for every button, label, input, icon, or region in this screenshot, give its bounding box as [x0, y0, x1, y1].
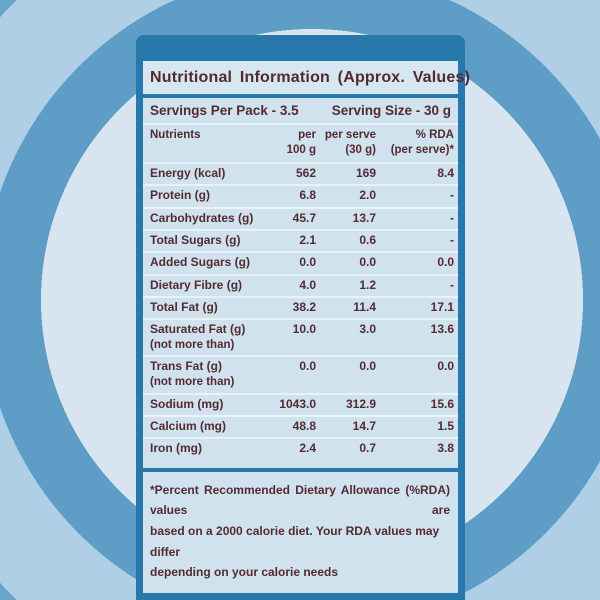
footnote-line: *Percent Recommended Dietary Allowance (… [150, 482, 450, 518]
value-per-serve: 11.4 [353, 300, 376, 315]
table-column-header: Nutrients per 100 g per serve (30 g) % R… [143, 123, 458, 162]
value-per-serve: 0.7 [359, 441, 376, 456]
panel-content: Nutritional Information (Approx. Values)… [143, 61, 470, 593]
nutrient-label-cell: Trans Fat (g) (not more than) [150, 359, 254, 389]
nutrient-label: Dietary Fibre (g) [150, 277, 243, 292]
rda-footnote: *Percent Recommended Dietary Allowance (… [143, 472, 458, 593]
value-per-100g: 38.2 [292, 300, 316, 315]
table-row: Total Fat (g) 38.2 11.4 17.1 [143, 296, 458, 318]
serving-size: Serving Size - 30 g [331, 103, 451, 118]
footnote-line: based on a 2000 calorie diet. Your RDA v… [150, 523, 440, 559]
nutrient-label-cell: Total Fat (g) [150, 300, 254, 315]
column-per-serve: per serve (30 g) [324, 129, 376, 156]
nutrient-label: Carbohydrates (g) [150, 210, 254, 225]
value-per-serve: 2.0 [359, 188, 376, 203]
table-row: Protein (g) 6.8 2.0 - [143, 184, 458, 206]
nutrient-label-cell: Sodium (mg) [150, 397, 254, 412]
table-row: Iron (mg) 2.4 0.7 3.8 [143, 437, 458, 459]
value-per-100g: 48.8 [292, 418, 316, 433]
column-rda: % RDA (per serve)* [390, 129, 454, 156]
nutrient-label-cell: Dietary Fibre (g) [150, 278, 254, 293]
nutrient-label: Sodium (mg) [150, 396, 224, 411]
table-row: Energy (kcal) 562 169 8.4 [143, 161, 458, 184]
nutrient-label: Saturated Fat (g) [150, 322, 246, 337]
nutrients-table: Nutrients per 100 g per serve (30 g) % R… [143, 123, 458, 460]
nutrient-label-cell: Carbohydrates (g) [150, 211, 254, 226]
table-row: Calcium (mg) 48.8 14.7 1.5 [143, 414, 458, 437]
nutrient-label: Energy (kcal) [150, 165, 226, 180]
nutrient-label: Iron (mg) [150, 441, 202, 456]
value-per-100g: 4.0 [299, 277, 316, 292]
value-per-serve: 312.9 [345, 396, 376, 411]
value-rda-percent: 8.4 [437, 165, 454, 180]
nutrient-label-cell: Energy (kcal) [150, 166, 254, 181]
value-rda-percent: 1.5 [437, 418, 454, 433]
value-rda-percent: - [450, 232, 454, 247]
value-rda-percent: 15.6 [430, 396, 454, 411]
column-per-100g: per 100 g [286, 129, 316, 156]
value-per-100g: 10.0 [292, 322, 316, 337]
value-rda-percent: 3.8 [437, 441, 454, 456]
value-per-100g: 6.8 [299, 188, 316, 203]
nutrient-label: Calcium (mg) [150, 418, 227, 433]
nutrient-label: Total Fat (g) [150, 300, 218, 315]
servings-per-pack: Servings Per Pack - 3.5 [150, 103, 299, 118]
table-row: Dietary Fibre (g) 4.0 1.2 - [143, 273, 458, 296]
nutrient-label-cell: Iron (mg) [150, 441, 254, 456]
table-row: Carbohydrates (g) 45.7 13.7 - [143, 206, 458, 229]
value-rda-percent: - [450, 188, 454, 203]
value-per-serve: 0.6 [359, 232, 376, 247]
footnote-divider [143, 467, 458, 472]
table-row: Total Sugars (g) 2.1 0.6 - [143, 228, 458, 251]
value-per-serve: 0.0 [359, 255, 376, 270]
nutrient-sublabel: (not more than) [150, 338, 235, 351]
title-divider [143, 94, 458, 98]
value-per-100g: 0.0 [299, 255, 316, 270]
column-nutrients: Nutrients [150, 129, 201, 141]
table-row: Sodium (mg) 1043.0 312.9 15.6 [143, 392, 458, 415]
value-rda-percent: - [450, 210, 454, 225]
nutrient-label-cell: Added Sugars (g) [150, 255, 254, 270]
footnote-gap [143, 460, 458, 468]
nutrition-facts-panel: Nutritional Information (Approx. Values)… [136, 35, 470, 600]
value-per-100g: 1043.0 [279, 396, 316, 411]
table-row: Saturated Fat (g) (not more than) 10.0 3… [143, 318, 458, 355]
value-per-serve: 13.7 [352, 210, 376, 225]
value-rda-percent: - [450, 277, 454, 292]
value-rda-percent: 17.1 [430, 300, 454, 315]
nutrient-label-cell: Total Sugars (g) [150, 233, 254, 248]
value-rda-percent: 0.0 [437, 359, 454, 374]
table-row: Added Sugars (g) 0.0 0.0 0.0 [143, 251, 458, 273]
footnote-line: depending on your calorie needs [150, 565, 339, 580]
table-row: Trans Fat (g) (not more than) 0.0 0.0 0.… [143, 355, 458, 392]
nutrient-label: Added Sugars (g) [150, 255, 251, 270]
value-per-100g: 2.4 [299, 441, 316, 456]
value-per-serve: 0.0 [359, 359, 376, 374]
value-per-serve: 3.0 [359, 322, 376, 337]
value-per-100g: 0.0 [299, 359, 316, 374]
value-per-serve: 1.2 [359, 277, 376, 292]
value-per-serve: 14.7 [352, 418, 376, 433]
value-rda-percent: 0.0 [437, 255, 454, 270]
nutrient-label: Protein (g) [150, 188, 210, 203]
value-per-100g: 45.7 [292, 210, 316, 225]
nutrient-label-cell: Calcium (mg) [150, 419, 254, 434]
value-per-serve: 169 [355, 165, 376, 180]
nutrient-label: Trans Fat (g) [150, 359, 223, 374]
nutrient-sublabel: (not more than) [150, 375, 235, 388]
servings-row: Servings Per Pack - 3.5 Serving Size - 3… [143, 98, 458, 123]
value-per-100g: 562 [295, 165, 316, 180]
panel-title: Nutritional Information (Approx. Values) [143, 61, 470, 94]
nutrient-label-cell: Saturated Fat (g) (not more than) [150, 322, 254, 352]
nutrient-label: Total Sugars (g) [150, 232, 241, 247]
nutrient-label-cell: Protein (g) [150, 188, 254, 203]
value-rda-percent: 13.6 [430, 322, 454, 337]
value-per-100g: 2.1 [299, 232, 316, 247]
